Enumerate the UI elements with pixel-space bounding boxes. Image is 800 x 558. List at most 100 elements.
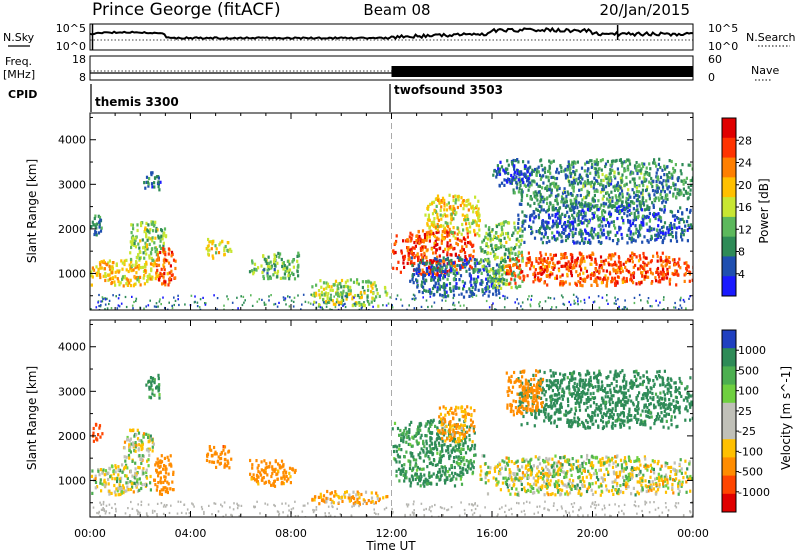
power-echo-cell <box>92 275 94 278</box>
power-echo-cell <box>564 214 566 217</box>
power-echo-cell <box>599 277 601 280</box>
power-echo-cell <box>589 182 591 185</box>
power-echo-cell <box>492 279 494 282</box>
power-echo-cell <box>579 273 581 276</box>
power-echo-cell <box>600 159 602 162</box>
vel-echo-cell <box>214 452 216 455</box>
power-noise-cell <box>556 306 558 308</box>
power-echo-cell <box>658 163 660 166</box>
power-noise-cell <box>177 295 179 297</box>
power-noise-cell <box>426 299 428 301</box>
power-echo-cell <box>129 251 131 254</box>
power-echo-cell <box>624 280 626 283</box>
power-echo-cell <box>581 284 583 287</box>
power-echo-cell <box>558 261 560 264</box>
power-echo-cell <box>584 237 586 240</box>
vel-echo-cell <box>142 454 144 457</box>
power-echo-cell <box>446 235 448 238</box>
power-echo-cell <box>613 175 615 178</box>
power-echo-cell <box>631 257 633 260</box>
power-echo-cell <box>453 234 455 237</box>
power-echo-cell <box>167 283 169 286</box>
power-echo-cell <box>503 184 505 187</box>
vel-echo-cell <box>419 456 421 459</box>
power-echo-cell <box>548 170 550 173</box>
power-echo-cell <box>564 191 566 194</box>
power-echo-cell <box>565 281 567 284</box>
power-echo-cell <box>486 259 488 262</box>
power-echo-cell <box>422 286 424 289</box>
power-echo-cell <box>266 262 268 265</box>
vel-echo-cell <box>453 460 455 463</box>
power-echo-cell <box>544 167 546 170</box>
power-echo-cell <box>490 252 492 255</box>
power-echo-cell <box>436 205 438 208</box>
power-echo-cell <box>153 264 155 267</box>
power-noise-cell <box>458 294 460 296</box>
vel-echo-cell <box>126 438 128 441</box>
vel-echo-cell <box>135 441 137 444</box>
power-echo-cell <box>139 276 141 279</box>
power-echo-cell <box>556 275 558 278</box>
power-noise-cell <box>303 294 305 296</box>
power-noise-cell <box>171 305 173 307</box>
power-echo-cell <box>522 230 524 233</box>
vel-echo-cell <box>167 456 169 459</box>
power-echo-cell <box>618 228 620 231</box>
power-echo-cell <box>529 197 531 200</box>
power-echo-cell <box>449 239 451 242</box>
power-echo-cell <box>138 247 140 250</box>
power-echo-cell <box>645 199 647 202</box>
power-echo-cell <box>687 224 689 227</box>
vel-echo-cell <box>108 490 110 493</box>
power-echo-cell <box>548 240 550 243</box>
power-echo-cell <box>534 237 536 240</box>
power-noise-cell <box>108 303 110 305</box>
power-echo-cell <box>633 202 635 205</box>
power-echo-cell <box>636 255 638 258</box>
vel-echo-cell <box>409 464 411 467</box>
vel-echo-cell <box>91 475 93 478</box>
vel-echo-cell <box>91 469 93 472</box>
power-echo-cell <box>548 179 550 182</box>
power-echo-cell <box>657 168 659 171</box>
power-echo-cell <box>547 176 549 179</box>
power-echo-cell <box>605 224 607 227</box>
power-echo-cell <box>457 195 459 198</box>
vel-echo-cell <box>166 487 168 490</box>
power-echo-cell <box>428 266 430 269</box>
power-echo-cell <box>469 231 471 234</box>
vel-echo-cell <box>156 485 158 488</box>
vel-echo-cell <box>109 475 111 478</box>
power-echo-cell <box>424 214 426 217</box>
power-echo-cell <box>624 266 626 269</box>
power-echo-cell <box>585 230 587 233</box>
vel-echo-cell <box>419 467 421 470</box>
power-echo-cell <box>513 168 515 171</box>
power-noise-cell <box>353 297 355 299</box>
power-echo-cell <box>268 262 270 265</box>
power-echo-cell <box>550 176 552 179</box>
power-echo-cell <box>568 260 570 263</box>
vel-echo-cell <box>432 463 434 466</box>
vel-echo-cell <box>458 418 460 421</box>
power-echo-cell <box>173 259 175 262</box>
power-echo-cell <box>362 280 364 283</box>
vel-echo-cell <box>228 466 230 469</box>
vel-echo-cell <box>99 482 101 485</box>
vel-echo-cell <box>170 454 172 457</box>
power-echo-cell <box>440 225 442 228</box>
power-echo-cell <box>462 228 464 231</box>
power-echo-cell <box>480 249 482 252</box>
power-noise-cell <box>305 301 307 303</box>
vel-echo-cell <box>282 464 284 467</box>
power-echo-cell <box>111 271 113 274</box>
power-echo-cell <box>632 274 634 277</box>
power-echo-cell <box>642 252 644 255</box>
vel-echo-cell <box>325 500 327 503</box>
power-echo-cell <box>562 274 564 277</box>
power-echo-cell <box>632 188 634 191</box>
vel-echo-cell <box>209 460 211 463</box>
power-echo-cell <box>478 269 480 272</box>
vel-echo-cell <box>265 467 267 470</box>
